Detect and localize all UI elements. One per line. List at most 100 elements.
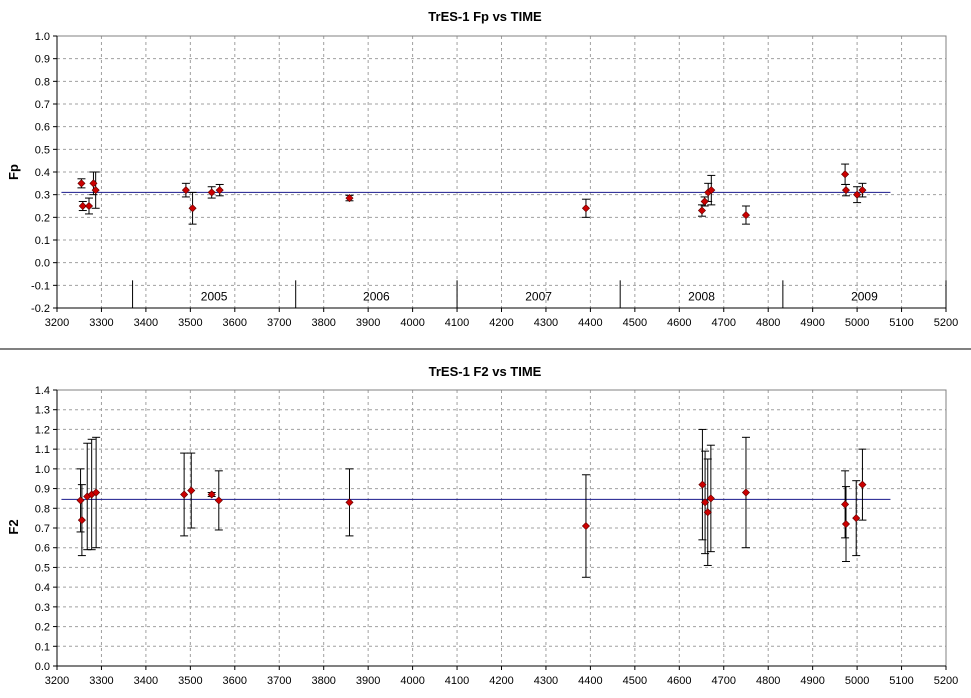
x-tick-label: 4800 (756, 317, 780, 329)
y-tick-label: 0.2 (35, 622, 50, 634)
x-tick-label: 3900 (356, 675, 380, 687)
x-tick-label: 4400 (578, 317, 602, 329)
y-tick-label: 0.1 (35, 235, 50, 247)
data-point (215, 186, 224, 195)
x-tick-label: 3500 (178, 675, 202, 687)
y-tick-label: 0.4 (35, 582, 50, 594)
x-tick-label: 3300 (89, 675, 113, 687)
y-tick-label: 0.0 (35, 258, 50, 270)
x-tick-label: 5000 (845, 317, 869, 329)
data-point (207, 490, 216, 499)
y-tick-label: 1.0 (35, 464, 50, 476)
data-point (741, 211, 750, 220)
x-tick-label: 4500 (623, 675, 647, 687)
y-tick-label: 0.4 (35, 167, 50, 179)
x-tick-label: 4400 (578, 675, 602, 687)
y-tick-label: 1.0 (35, 31, 50, 43)
x-tick-label: 4600 (667, 317, 691, 329)
x-tick-label: 4200 (489, 675, 513, 687)
data-point (89, 179, 98, 188)
x-tick-label: 3600 (223, 675, 247, 687)
data-point (92, 488, 101, 497)
x-tick-label: 4300 (534, 317, 558, 329)
x-tick-label: 3600 (223, 317, 247, 329)
data-point (852, 514, 861, 523)
data-point (207, 188, 216, 197)
data-point (581, 204, 590, 213)
year-label: 2006 (363, 290, 390, 304)
data-point (345, 194, 354, 203)
x-tick-label: 3900 (356, 317, 380, 329)
y-tick-label: 0.8 (35, 503, 50, 515)
y-tick-label: 1.1 (35, 444, 50, 456)
data-point (706, 494, 715, 503)
data-point (707, 186, 716, 195)
data-point (841, 170, 850, 179)
x-tick-label: 5100 (889, 675, 913, 687)
data-point (741, 488, 750, 497)
data-point (858, 480, 867, 489)
y-tick-label: 0.3 (35, 602, 50, 614)
x-tick-label: 5100 (889, 317, 913, 329)
data-point (700, 197, 709, 206)
data-point (180, 490, 189, 499)
x-tick-label: 4700 (712, 317, 736, 329)
data-point (701, 498, 710, 507)
chart-fp: -0.2 -0.1 0.0 0.1 0.2 0.3 0.4 0.5 0.6 0.7 0.8 0.9 1.… (6, 9, 958, 329)
x-tick-label: 4900 (800, 317, 824, 329)
chart-title: TrES-1 Fp vs TIME (428, 9, 542, 24)
y-tick-label: 1.3 (35, 405, 50, 417)
y-tick-label: 0.2 (35, 212, 50, 224)
y-tick-label: 0.5 (35, 562, 50, 574)
data-point (188, 204, 197, 213)
data-point (77, 179, 86, 188)
y-tick-label: 0.1 (35, 641, 50, 653)
data-point (78, 201, 87, 211)
year-label: 2007 (525, 290, 552, 304)
data-point (841, 500, 850, 509)
data-point (698, 480, 707, 489)
x-tick-label: 4500 (623, 317, 647, 329)
x-tick-label: 4300 (534, 675, 558, 687)
y-tick-label: -0.2 (31, 303, 50, 315)
x-tick-label: 3400 (134, 317, 158, 329)
x-tick-label: 3500 (178, 317, 202, 329)
x-tick-label: 3800 (311, 317, 335, 329)
y-axis-label: Fp (6, 164, 21, 180)
year-label: 2009 (851, 290, 878, 304)
data-point (77, 516, 86, 525)
x-tick-label: 4000 (400, 675, 424, 687)
y-tick-label: 1.4 (35, 385, 50, 397)
y-tick-label: 0.9 (35, 54, 50, 66)
y-tick-label: 0.6 (35, 543, 50, 555)
data-point (187, 486, 196, 495)
x-tick-label: 3700 (267, 675, 291, 687)
data-point (214, 496, 223, 505)
x-tick-label: 5200 (934, 317, 958, 329)
y-tick-label: 1.2 (35, 424, 50, 436)
data-point (697, 206, 706, 215)
data-point (858, 186, 867, 195)
data-point (841, 520, 851, 529)
chart-title: TrES-1 F2 vs TIME (429, 364, 542, 379)
y-tick-label: 0.7 (35, 523, 50, 535)
data-point (703, 508, 712, 517)
x-tick-label: 5200 (934, 675, 958, 687)
chart-f2: 0.0 0.1 0.2 0.3 0.4 0.5 0.6 0.7 0.8 0.9 1.0 1.1 1.2 1… (6, 364, 958, 687)
y-tick-label: 0.7 (35, 99, 50, 111)
y-tick-label: 0.3 (35, 190, 50, 202)
x-tick-label: 3700 (267, 317, 291, 329)
year-label: 2005 (201, 290, 228, 304)
y-tick-label: 0.8 (35, 76, 50, 88)
x-tick-label: 4900 (800, 675, 824, 687)
data-point (853, 190, 862, 199)
y-tick-label: -0.1 (31, 280, 50, 292)
year-label: 2008 (688, 290, 715, 304)
x-tick-label: 4200 (489, 317, 513, 329)
data-point (345, 498, 354, 507)
y-axis-label: F2 (6, 519, 21, 534)
data-point (84, 201, 94, 211)
y-tick-label: 0.0 (35, 661, 50, 673)
